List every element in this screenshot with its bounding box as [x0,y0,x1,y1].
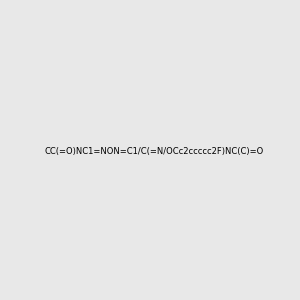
Text: CC(=O)NC1=NON=C1/C(=N/OCc2ccccc2F)NC(C)=O: CC(=O)NC1=NON=C1/C(=N/OCc2ccccc2F)NC(C)=… [44,147,263,156]
